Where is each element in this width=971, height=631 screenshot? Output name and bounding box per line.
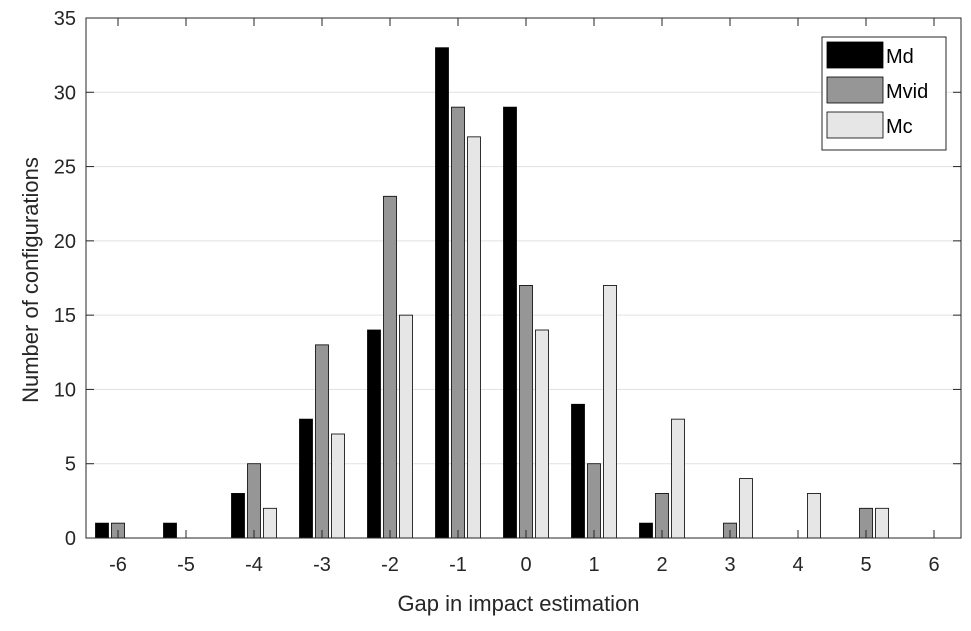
x-tick-label: -6 [109,554,127,576]
bar-mc--2 [399,314,413,539]
series-md [95,47,653,539]
legend-label-mc: Mc [886,116,913,138]
bar-mc-2 [671,418,685,539]
x-tick-label: -5 [177,554,195,576]
legend: Md Mvid Mc [821,36,947,151]
y-axis-title: Number of configurations [18,157,43,403]
y-tick-label: 0 [65,528,76,550]
x-axis-ticks: -6 -5 -4 -3 -2 -1 0 1 2 3 4 5 6 [109,18,940,576]
legend-label-md: Md [886,46,914,68]
series-mc [263,136,889,539]
y-tick-label: 10 [54,379,76,401]
bar-mc--4 [263,507,277,539]
x-tick-label: 3 [724,554,735,576]
bar-md--4 [231,493,245,539]
y-tick-label: 25 [54,157,76,179]
bar-mvid-1 [587,463,601,539]
x-tick-label: -2 [381,554,399,576]
bar-mc-3 [739,478,753,539]
bar-md--3 [299,418,313,539]
x-tick-label: 4 [792,554,803,576]
bar-mc--1 [467,136,481,539]
bar-md--1 [435,47,449,539]
x-tick-label: 0 [520,554,531,576]
bar-mc-5 [875,507,889,539]
bar-mc-0 [535,329,549,539]
bars [95,47,889,539]
x-tick-label: 1 [588,554,599,576]
y-tick-label: 20 [54,231,76,253]
axes-box [85,17,962,539]
bar-md--5 [163,522,177,539]
x-axis-title: Gap in impact estimation [397,591,639,616]
bar-mvid--4 [247,463,261,539]
bar-mvid-0 [519,285,533,539]
legend-swatch-mc [826,111,884,139]
bar-mc-1 [603,285,617,539]
x-tick-label: -1 [449,554,467,576]
bar-mvid--1 [451,106,465,539]
y-tick-label: 15 [54,305,76,327]
bar-md--6 [95,522,109,539]
legend-swatch-md [826,41,884,69]
legend-swatch-mvid [826,76,884,104]
bar-md-1 [571,403,585,539]
x-tick-label: 2 [656,554,667,576]
x-tick-label: -3 [313,554,331,576]
x-tick-label: 6 [928,554,939,576]
bar-md-0 [503,106,517,539]
bar-mvid--2 [383,195,397,539]
y-axis-ticks: 0 5 10 15 20 25 30 35 [54,8,961,550]
bar-mc-4 [807,493,821,539]
x-tick-label: -4 [245,554,263,576]
y-tick-label: 5 [65,454,76,476]
bar-md--2 [367,329,381,539]
bar-mvid--3 [315,344,329,539]
x-tick-label: 5 [860,554,871,576]
y-tick-label: 35 [54,8,76,30]
bar-md-2 [639,522,653,539]
bar-mc--3 [331,433,345,539]
y-tick-label: 30 [54,82,76,104]
legend-label-mvid: Mvid [886,81,928,103]
